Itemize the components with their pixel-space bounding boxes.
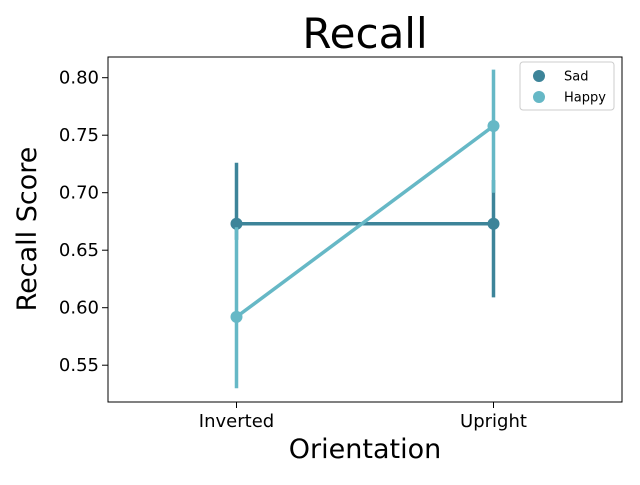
legend-marker: [533, 70, 545, 82]
legend-label: Sad: [564, 70, 588, 85]
y-tick-label: 0.55: [59, 355, 99, 376]
y-tick-label: 0.80: [59, 68, 99, 89]
series-line: [235, 124, 495, 319]
y-tick-label: 0.70: [59, 183, 99, 204]
data-point: [487, 120, 500, 132]
x-tick-label: Inverted: [199, 411, 274, 432]
data-point: [230, 310, 243, 323]
plot-area: [107, 56, 623, 403]
legend-items: Sad Happy: [533, 70, 606, 106]
x-axis-label: Orientation: [289, 434, 441, 465]
legend-label: Happy: [564, 91, 606, 106]
series-sad: [230, 162, 500, 298]
x-axis-ticks: Inverted Upright: [199, 402, 527, 432]
y-tick-label: 0.75: [59, 125, 99, 146]
y-axis-ticks: 0.55 0.60 0.65 0.70 0.75 0.80: [59, 68, 108, 376]
legend-marker: [533, 91, 545, 103]
chart-title: Recall: [302, 9, 427, 58]
y-tick-label: 0.60: [59, 298, 99, 319]
x-tick-label: Upright: [460, 411, 527, 432]
y-tick-label: 0.65: [59, 240, 99, 261]
y-axis-label: Recall Score: [12, 147, 43, 312]
series-happy: [230, 69, 500, 389]
series-layer: [230, 69, 500, 389]
data-point: [230, 217, 243, 230]
legend: Sad Happy: [519, 61, 615, 111]
data-point: [487, 217, 500, 230]
